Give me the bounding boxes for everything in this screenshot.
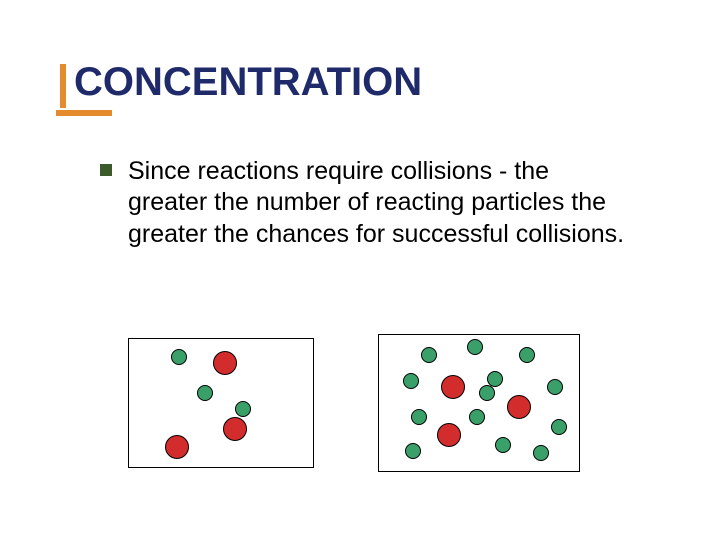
- particle-reactant-large: [441, 375, 465, 399]
- low-concentration-box: [128, 338, 314, 468]
- particle-reactant-small: [197, 385, 213, 401]
- particle-reactant-small: [551, 419, 567, 435]
- title-accent-horizontal: [56, 110, 112, 116]
- particle-reactant-small: [519, 347, 535, 363]
- particle-reactant-small: [403, 373, 419, 389]
- particle-reactant-large: [507, 395, 531, 419]
- particle-reactant-small: [467, 339, 483, 355]
- high-concentration-box: [378, 334, 580, 472]
- particle-reactant-small: [421, 347, 437, 363]
- particle-reactant-large: [213, 351, 237, 375]
- particle-reactant-small: [469, 409, 485, 425]
- particle-reactant-small: [405, 443, 421, 459]
- slide-title: CONCENTRATION: [74, 60, 422, 105]
- particle-reactant-small: [479, 385, 495, 401]
- particle-reactant-small: [533, 445, 549, 461]
- particle-reactant-large: [165, 435, 189, 459]
- particle-reactant-small: [235, 401, 251, 417]
- bullet-icon: [100, 164, 112, 176]
- slide-body-text: Since reactions require collisions - the…: [128, 156, 628, 250]
- particle-reactant-large: [437, 423, 461, 447]
- title-accent-vertical: [60, 64, 66, 108]
- particle-reactant-small: [547, 379, 563, 395]
- particle-reactant-small: [171, 349, 187, 365]
- particle-reactant-small: [411, 409, 427, 425]
- particle-reactant-small: [495, 437, 511, 453]
- particle-reactant-large: [223, 417, 247, 441]
